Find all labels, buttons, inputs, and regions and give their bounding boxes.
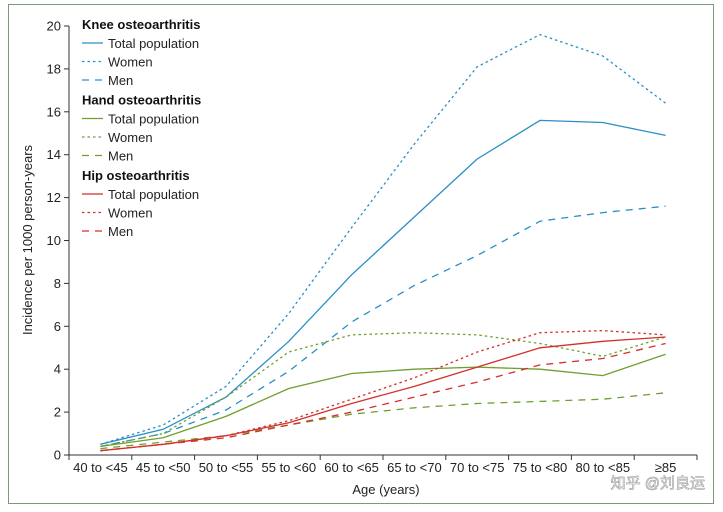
series-line [100, 205, 666, 448]
chart-frame [8, 4, 714, 504]
y-tick-label: 4 [54, 362, 61, 377]
x-tick-label: 75 to <80 [513, 460, 568, 475]
x-tick-label: 80 to <85 [576, 460, 631, 475]
x-tick-label: 40 to <45 [73, 460, 128, 475]
x-tick-label: 45 to <50 [136, 460, 191, 475]
axes: 0 2 4 6 8 10 12 14 16 18 20 40 to <45 45 to <50 50 to… [47, 19, 698, 475]
legend-entry-label: Total population [108, 112, 199, 127]
legend-entry-label: Men [108, 224, 133, 239]
watermark-text: 知乎 @刘良运 [611, 475, 705, 492]
y-tick-label: 10 [47, 233, 61, 248]
legend-entry-label: Total population [108, 36, 199, 51]
series-line [100, 33, 666, 445]
x-tick-label: ≥85 [655, 460, 677, 475]
series-line [100, 353, 666, 448]
x-axis-title: Age (years) [352, 482, 419, 497]
legend-entry-label: Total population [108, 187, 199, 202]
y-tick-label: 14 [47, 147, 61, 162]
legend-entry-label: Men [108, 149, 133, 164]
y-axis-title: Incidence per 1000 person-years [20, 144, 35, 335]
x-tick-label: 55 to <60 [262, 460, 317, 475]
y-tick-label: 20 [47, 19, 61, 34]
y-tick-label: 2 [54, 405, 61, 420]
x-tick-label: 70 to <75 [450, 460, 505, 475]
legend-entry-label: Men [108, 73, 133, 88]
legend-entry-label: Women [108, 206, 153, 221]
series-line [100, 336, 666, 452]
legend: Knee osteoarthritis Total population Women… [82, 17, 201, 239]
x-tick-label: 60 to <65 [324, 460, 379, 475]
y-tick-label: 12 [47, 190, 61, 205]
series-line [100, 342, 666, 452]
y-tick-label: 8 [54, 276, 61, 291]
y-tick-label: 0 [54, 448, 61, 463]
legend-group-heading: Hip osteoarthritis [82, 168, 190, 183]
legend-group-heading: Hand osteoarthritis [82, 93, 201, 108]
legend-entry-label: Women [108, 130, 153, 145]
series-lines [100, 33, 666, 452]
legend-entry-label: Women [108, 55, 153, 70]
y-tick-label: 18 [47, 61, 61, 76]
x-tick-label: 50 to <55 [199, 460, 254, 475]
x-tick-label: 65 to <70 [387, 460, 442, 475]
series-line [100, 392, 666, 450]
y-tick-label: 16 [47, 104, 61, 119]
legend-group-heading: Knee osteoarthritis [82, 17, 200, 32]
series-line [100, 119, 666, 445]
series-line [100, 329, 666, 452]
series-line [100, 332, 666, 448]
y-tick-label: 6 [54, 319, 61, 334]
